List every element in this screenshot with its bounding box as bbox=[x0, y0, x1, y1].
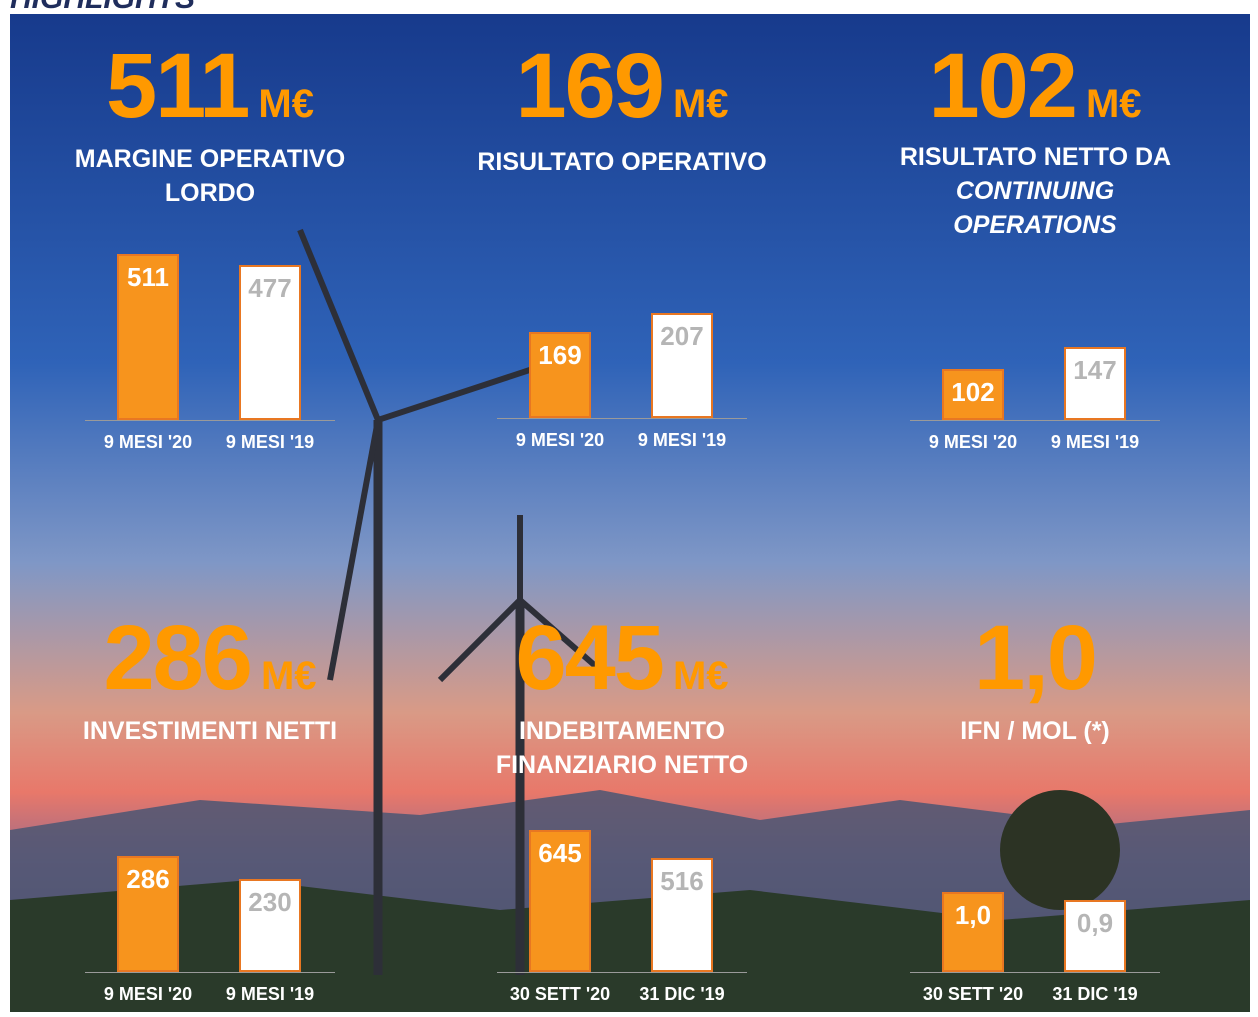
value-label: 477 bbox=[239, 273, 301, 304]
baseline bbox=[497, 972, 747, 973]
headline-unit: M€ bbox=[673, 654, 729, 698]
kpi-label-text: IFN / MOL (*) bbox=[960, 717, 1110, 745]
category-label: 9 MESI '19 bbox=[1030, 432, 1160, 453]
headline-value: 645 bbox=[515, 607, 663, 709]
headline-value: 102 bbox=[928, 35, 1076, 137]
value-label: 1,0 bbox=[942, 900, 1004, 931]
category-label: 30 SETT '20 bbox=[908, 984, 1038, 1005]
value-label: 230 bbox=[239, 887, 301, 918]
kpi-label: RISULTATO OPERATIVO bbox=[422, 145, 822, 179]
value-label: 169 bbox=[529, 340, 591, 371]
category-label: 9 MESI '20 bbox=[83, 984, 213, 1005]
value-label: 511 bbox=[117, 262, 179, 293]
value-label: 102 bbox=[942, 377, 1004, 408]
category-label: 9 MESI '19 bbox=[617, 430, 747, 451]
kpi-label: IFN / MOL (*) bbox=[870, 714, 1200, 748]
kpi-label: INVESTIMENTI NETTI bbox=[60, 714, 360, 748]
headline-value: 511 bbox=[106, 35, 248, 137]
value-label: 207 bbox=[651, 321, 713, 352]
headline-unit: M€ bbox=[1086, 82, 1142, 126]
category-label: 9 MESI '20 bbox=[908, 432, 1038, 453]
headline-value: 1,0 bbox=[974, 607, 1096, 709]
category-label: 9 MESI '19 bbox=[205, 432, 335, 453]
headline-unit: M€ bbox=[261, 654, 317, 698]
kpi-label-text: MARGINE OPERATIVO LORDO bbox=[75, 145, 345, 207]
kpi-label-text: RISULTATO NETTO DA bbox=[900, 143, 1170, 171]
value-label: 147 bbox=[1064, 355, 1126, 386]
category-label: 31 DIC '19 bbox=[1030, 984, 1160, 1005]
headline: 1,0 bbox=[785, 612, 1258, 704]
value-label: 516 bbox=[651, 866, 713, 897]
headline-unit: M€ bbox=[673, 82, 729, 126]
headline-value: 169 bbox=[515, 35, 663, 137]
category-label: 9 MESI '20 bbox=[495, 430, 625, 451]
category-label: 30 SETT '20 bbox=[495, 984, 625, 1005]
category-label: 31 DIC '19 bbox=[617, 984, 747, 1005]
value-label: 645 bbox=[529, 838, 591, 869]
baseline bbox=[910, 972, 1160, 973]
kpi-label-text: INVESTIMENTI NETTI bbox=[83, 717, 337, 745]
kpi-label-text: RISULTATO OPERATIVO bbox=[477, 148, 766, 176]
value-label: 286 bbox=[117, 864, 179, 895]
baseline bbox=[85, 972, 335, 973]
kpi-label-italic: CONTINUING OPERATIONS bbox=[953, 177, 1116, 239]
headline-value: 286 bbox=[103, 607, 251, 709]
slide: HIGHLIGHTS 511M€MARGINE OPERATIVO LORDO5… bbox=[0, 0, 1258, 1017]
kpi-label: RISULTATO NETTO DA CONTINUING OPERATIONS bbox=[885, 140, 1185, 242]
category-label: 9 MESI '20 bbox=[83, 432, 213, 453]
kpi-label: MARGINE OPERATIVO LORDO bbox=[40, 142, 380, 210]
headline-unit: M€ bbox=[258, 82, 314, 126]
kpi-label-text: INDEBITAMENTO FINANZIARIO NETTO bbox=[496, 717, 748, 779]
baseline bbox=[85, 420, 335, 421]
value-label: 0,9 bbox=[1064, 908, 1126, 939]
kpi-label: INDEBITAMENTO FINANZIARIO NETTO bbox=[457, 714, 787, 782]
baseline bbox=[910, 420, 1160, 421]
baseline bbox=[497, 418, 747, 419]
slide-title: HIGHLIGHTS bbox=[10, 0, 195, 16]
category-label: 9 MESI '19 bbox=[205, 984, 335, 1005]
